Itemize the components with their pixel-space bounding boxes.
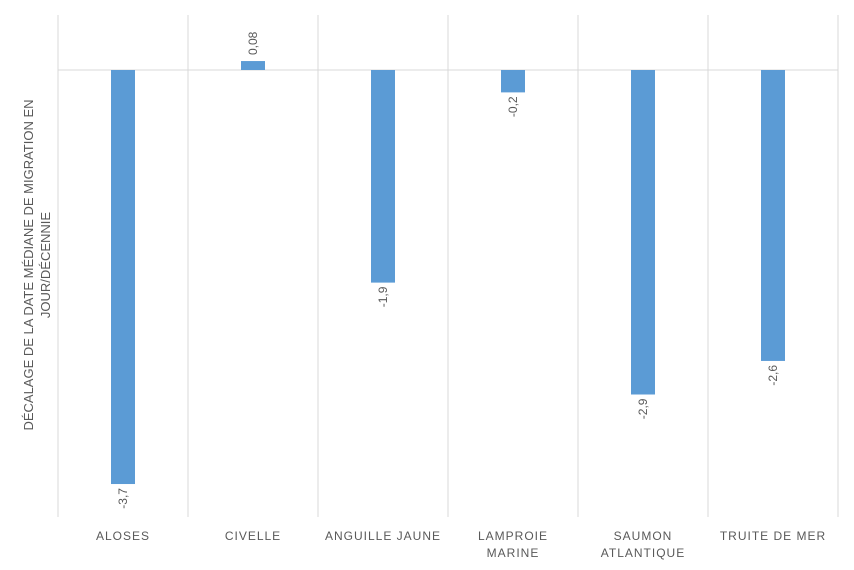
data-label: -0,2 <box>506 96 520 117</box>
data-labels-group: -3,7 0,08 -1,9 -0,2 -2,9 -2,6 <box>116 31 780 508</box>
bars-group <box>111 61 785 485</box>
data-label: -2,6 <box>766 365 780 386</box>
data-label: -1,9 <box>376 286 390 307</box>
data-label: 0,08 <box>246 31 260 55</box>
x-tick-labels-group: ALOSES CIVELLE ANGUILLE JAUNE LAMPROIE MARIN… <box>96 529 826 560</box>
grid-lines <box>57 15 839 517</box>
y-axis-title: DÉCALAGE DE LA DATE MÉDIANE DE MIGRATION… <box>21 99 53 430</box>
bar <box>501 70 525 93</box>
data-label: -3,7 <box>116 488 130 509</box>
bar <box>111 70 135 485</box>
data-label: -2,9 <box>636 398 650 419</box>
x-tick-label: MARINE <box>487 546 540 560</box>
y-axis-title-line: JOUR/DÉCENNIE <box>38 212 53 319</box>
x-tick-label: ALOSES <box>96 529 150 543</box>
x-tick-label: TRUITE DE MER <box>720 529 826 543</box>
x-tick-label: ANGUILLE JAUNE <box>325 529 441 543</box>
bar <box>241 61 265 70</box>
x-tick-label: CIVELLE <box>225 529 281 543</box>
x-tick-label: LAMPROIE <box>478 529 548 543</box>
x-tick-label: SAUMON <box>614 529 673 543</box>
bar <box>631 70 655 395</box>
bar <box>761 70 785 361</box>
x-tick-label: ATLANTIQUE <box>601 546 685 560</box>
bar <box>371 70 395 283</box>
y-axis-title-line: DÉCALAGE DE LA DATE MÉDIANE DE MIGRATION… <box>21 99 36 430</box>
